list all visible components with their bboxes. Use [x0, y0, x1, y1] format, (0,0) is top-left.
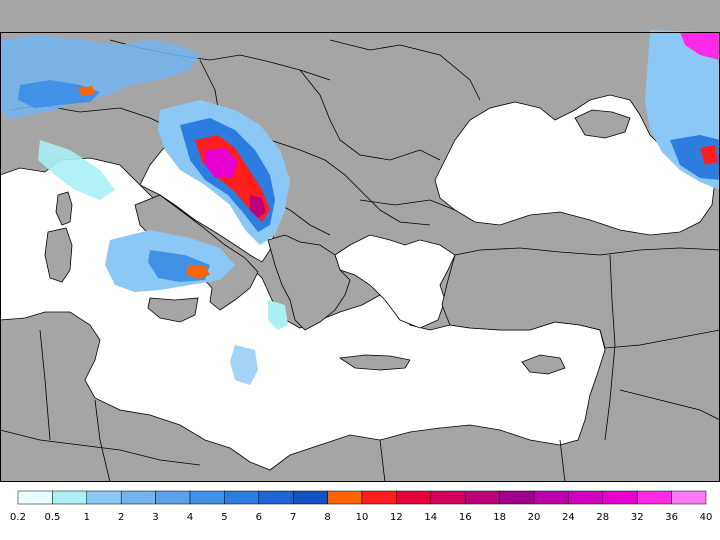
legend-tick-label: 14	[424, 512, 437, 523]
legend-swatch	[224, 490, 260, 505]
legend-swatch	[120, 490, 156, 505]
corsica	[55, 191, 73, 226]
legend-swatch	[533, 490, 569, 505]
greece	[267, 234, 351, 331]
precip-caucasus-mid	[670, 135, 720, 180]
legend-tick-label: 4	[187, 512, 193, 523]
legend-tick-label: 28	[596, 512, 609, 523]
legend-tick-label: 32	[631, 512, 644, 523]
precip-ionian	[230, 345, 258, 385]
legend-tick-label: 12	[390, 512, 403, 523]
legend-swatch	[327, 490, 363, 505]
legend-tick-label: 24	[562, 512, 575, 523]
precip-alps-core	[18, 80, 100, 108]
crete	[338, 354, 411, 371]
legend-tick-label: 8	[324, 512, 330, 523]
legend-tick-label: 6	[256, 512, 262, 523]
legend-swatch	[568, 490, 604, 505]
legend-tick-label: 0.2	[10, 512, 26, 523]
legend-tick-label: 18	[493, 512, 506, 523]
precip-south-italy-heavy	[186, 265, 210, 279]
legend-tick-label: 7	[290, 512, 296, 523]
aegean-sea	[334, 234, 456, 329]
land-details	[44, 109, 720, 375]
legend-tick-label: 5	[221, 512, 227, 523]
sicily	[147, 297, 199, 323]
legend-tick-label: 0.5	[44, 512, 60, 523]
precip-alps-light	[38, 140, 115, 200]
legend-swatch	[671, 490, 707, 505]
legend-tick-label: 2	[118, 512, 124, 523]
legend-tick-label: 20	[528, 512, 541, 523]
legend-swatch	[86, 490, 122, 505]
precipitation-legend: 0.2 0.5 1 2 3 4 5 6 7 8 10 12 14 16 18 20 24 28 32 36 40	[10, 490, 712, 523]
crimea	[574, 109, 631, 139]
legend-swatch	[258, 490, 294, 505]
precip-caucasus-top	[680, 32, 720, 60]
legend-tick-label: 16	[459, 512, 472, 523]
legend-swatches	[17, 490, 707, 505]
legend-tick-label: 36	[665, 512, 678, 523]
precipitation-map	[0, 0, 720, 482]
sardinia	[44, 227, 73, 283]
precip-balkans-extreme	[205, 148, 238, 178]
cyprus	[521, 354, 566, 375]
legend-tick-label: 1	[84, 512, 90, 523]
legend-swatch	[52, 490, 88, 505]
legend-swatch	[636, 490, 672, 505]
legend-ticks: 0.2 0.5 1 2 3 4 5 6 7 8 10 12 14 16 18 20 24 28 32 36 40	[10, 512, 712, 523]
legend-swatch	[361, 490, 397, 505]
legend-swatch	[499, 490, 535, 505]
legend-swatch	[602, 490, 638, 505]
precip-alps-heavy	[78, 86, 95, 96]
legend-swatch	[292, 490, 328, 505]
legend-tick-label: 40	[700, 512, 713, 523]
precip-greece-light	[268, 300, 288, 330]
legend-swatch	[189, 490, 225, 505]
legend-swatch	[155, 490, 191, 505]
legend-swatch	[464, 490, 500, 505]
turkey-coast	[441, 247, 720, 349]
legend-tick-label: 3	[152, 512, 158, 523]
precipitation-fields	[0, 30, 720, 385]
legend-tick-label: 10	[356, 512, 369, 523]
precip-balkans-extreme-2	[250, 195, 266, 218]
legend-swatch	[430, 490, 466, 505]
legend-swatch	[396, 490, 432, 505]
precip-caucasus-heavy	[700, 145, 718, 165]
legend-swatch	[17, 490, 53, 505]
